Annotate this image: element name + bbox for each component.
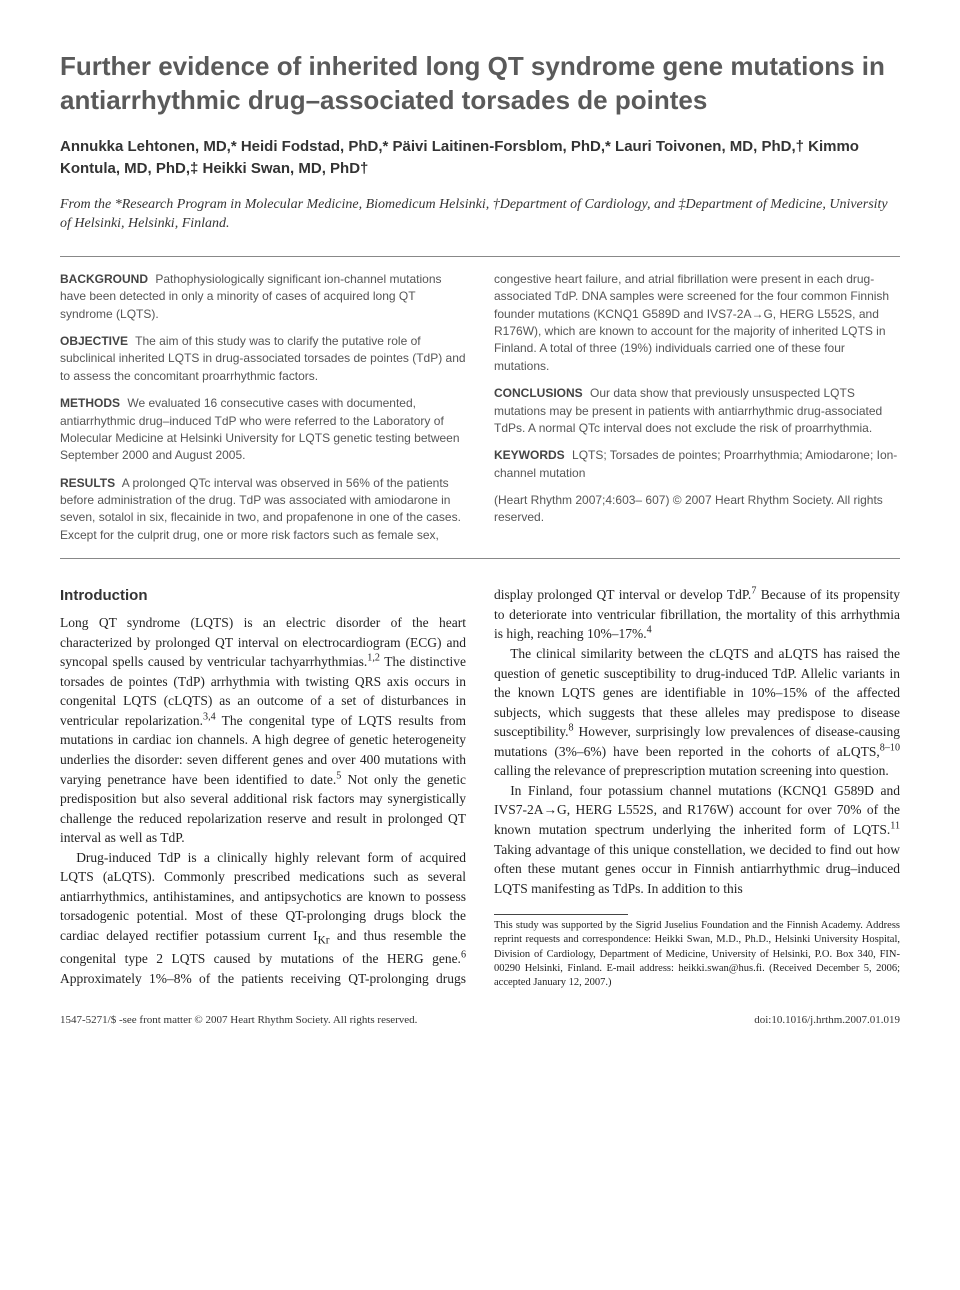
abstract-box: BACKGROUND Pathophysiologically signific… [60,256,900,559]
ref-4b: 4 [647,625,652,636]
ref-1-2: 1,2 [367,653,380,664]
abstract-methods: METHODS We evaluated 16 consecutive case… [60,395,466,465]
abs-label-background: BACKGROUND [60,272,148,286]
footer-left: 1547-5271/$ -see front matter © 2007 Hea… [60,1014,417,1026]
ref-8-10: 8–10 [880,742,900,753]
ikr-subscript: Kr [318,935,330,947]
abstract-conclusions: CONCLUSIONS Our data show that previousl… [494,385,900,437]
abs-label-objective: OBJECTIVE [60,334,128,348]
ref-6: 6 [461,950,466,961]
footnote-rule [494,914,628,915]
page-footer: 1547-5271/$ -see front matter © 2007 Hea… [60,1014,900,1026]
intro-heading: Introduction [60,585,466,607]
abstract-objective: OBJECTIVE The aim of this study was to c… [60,333,466,385]
abstract-background: BACKGROUND Pathophysiologically signific… [60,271,466,323]
footnote: This study was supported by the Sigrid J… [494,919,900,990]
body-columns: Introduction Long QT syndrome (LQTS) is … [60,585,900,990]
article-title: Further evidence of inherited long QT sy… [60,50,900,118]
abstract-citation: (Heart Rhythm 2007;4:603– 607) © 2007 He… [494,492,900,527]
abstract-keywords: KEYWORDS LQTS; Torsades de pointes; Proa… [494,447,900,482]
abs-label-conclusions: CONCLUSIONS [494,386,583,400]
affiliations: From the *Research Program in Molecular … [60,195,900,234]
intro-p4b: Taking advantage of this unique constell… [494,842,900,896]
ref-3-4: 3,4 [203,711,216,722]
footer-right: doi:10.1016/j.hrthm.2007.01.019 [754,1014,900,1026]
ref-11: 11 [890,821,900,832]
author-list: Annukka Lehtonen, MD,* Heidi Fodstad, Ph… [60,136,900,181]
intro-p3c: calling the relevance of preprescription… [494,763,889,778]
intro-p4a: In Finland, four potassium channel mutat… [494,783,900,837]
abs-label-keywords: KEYWORDS [494,448,565,462]
intro-para-4: In Finland, four potassium channel mutat… [494,781,900,898]
abs-label-methods: METHODS [60,396,120,410]
intro-para-3: The clinical similarity between the cLQT… [494,644,900,781]
intro-para-1: Long QT syndrome (LQTS) is an electric d… [60,613,466,848]
abs-label-results: RESULTS [60,476,115,490]
